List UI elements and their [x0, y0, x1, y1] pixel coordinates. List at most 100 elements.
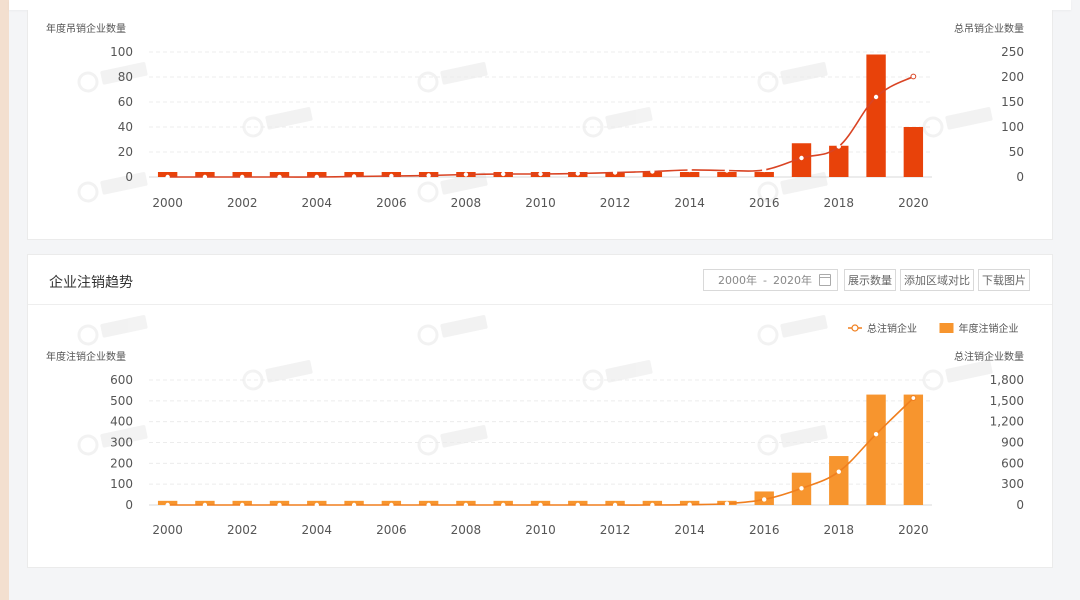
bar-2001 — [195, 172, 215, 177]
bar-2019 — [866, 394, 886, 505]
line-point-2005 — [351, 174, 357, 179]
deregistration-chart-panel: 企业注销趋势 2000年 - 2020年 展示数量 添加区域对比 下载图片 年度… — [27, 254, 1053, 568]
right-tick-label: 1,500 — [990, 394, 1024, 408]
line-point-2012 — [612, 170, 618, 175]
watermark-text-block — [780, 62, 828, 85]
watermark-text-block — [605, 107, 653, 130]
watermark-mark — [582, 369, 604, 391]
line-point-2006 — [389, 502, 394, 508]
legend-label: 年度注销企业 — [959, 322, 1019, 335]
watermark-text-block — [440, 315, 488, 338]
bar-2000 — [157, 172, 178, 177]
watermark-logo — [417, 315, 488, 346]
date-range-picker[interactable]: 2000年 - 2020年 — [703, 269, 838, 291]
legend-label: 总注销企业 — [867, 322, 917, 335]
line-point-2010 — [538, 171, 543, 177]
line-point-2017 — [799, 155, 804, 161]
line-point-2006 — [389, 173, 394, 179]
line-point-2019 — [873, 431, 879, 437]
watermark-logo — [417, 172, 488, 203]
watermark-text-block — [780, 315, 828, 338]
line-point-2014 — [687, 167, 692, 173]
line-point-2001 — [202, 174, 208, 180]
line-point-2011 — [575, 171, 580, 176]
deregistration-chart: 年度注销企业数量 总注销企业数量 0 100 200 300 400 500 600 0 300 60… — [46, 315, 1024, 537]
watermark-mark — [77, 181, 99, 203]
watermark-mark — [757, 71, 779, 93]
bar-2018 — [829, 456, 849, 505]
x-tick-label: 2004 — [302, 196, 333, 210]
watermark-logo — [77, 172, 148, 203]
line-point-2001 — [202, 502, 208, 508]
watermark-text-block — [780, 172, 828, 195]
watermark-mark — [77, 324, 99, 346]
x-tick-label: 2018 — [824, 196, 855, 210]
watermark-text-block — [100, 62, 148, 85]
watermark-mark — [77, 71, 99, 93]
watermark-mark — [417, 181, 439, 203]
chart-toolbar: 2000年 - 2020年 展示数量 添加区域对比 下载图片 — [703, 269, 1030, 293]
right-tick-label: 1,800 — [990, 373, 1024, 387]
watermark-logo — [77, 62, 148, 93]
right-axis-title: 总吊销企业数量 — [954, 22, 1024, 35]
line-point-2000 — [165, 502, 170, 508]
watermark-text-block — [265, 107, 313, 130]
bar-2016 — [754, 172, 774, 177]
x-tick-label: 2014 — [674, 523, 705, 537]
x-tick-label: 2008 — [451, 523, 482, 537]
right-tick-label: 250 — [1001, 45, 1024, 59]
x-tick-label: 2010 — [525, 523, 556, 537]
watermark-mark — [417, 434, 439, 456]
add-region-compare-button[interactable]: 添加区域对比 — [900, 269, 974, 291]
revoked-chart: 年度吊销企业数量 总吊销企业数量0204060801000501001502002… — [46, 22, 1024, 210]
line-point-2002 — [240, 174, 245, 180]
left-tick-label: 100 — [110, 45, 133, 59]
watermark-logo — [922, 107, 993, 138]
show-values-button[interactable]: 展示数量 — [844, 269, 896, 291]
watermark-logo — [77, 315, 148, 346]
watermark-text-block — [945, 360, 993, 383]
left-tick-label: 80 — [118, 70, 133, 84]
line-point-2013 — [650, 169, 655, 174]
right-tick-label: 0 — [1016, 170, 1024, 184]
bar-2018 — [829, 145, 849, 177]
calendar-icon — [819, 274, 831, 286]
watermark-text-block — [440, 62, 488, 85]
panel-header: 企业注销趋势 2000年 - 2020年 展示数量 添加区域对比 下载图片 — [28, 255, 1052, 305]
x-tick-label: 2000 — [152, 523, 183, 537]
bar-2019 — [866, 54, 886, 177]
line-point-2015 — [724, 168, 730, 173]
left-tick-label: 200 — [110, 456, 133, 470]
left-tick-label: 400 — [110, 415, 133, 429]
date-separator: - — [763, 273, 767, 287]
x-tick-label: 2004 — [302, 523, 333, 537]
right-tick-label: 150 — [1001, 95, 1024, 109]
watermark-text-block — [440, 425, 488, 448]
line-point-2007 — [426, 173, 431, 178]
watermark-text-block — [100, 315, 148, 338]
line-point-2016 — [762, 497, 767, 502]
line-point-2000 — [165, 174, 170, 180]
line-point-2020 — [910, 73, 917, 80]
line-point-2011 — [575, 502, 580, 508]
watermark-mark — [417, 324, 439, 346]
download-image-button[interactable]: 下载图片 — [978, 269, 1030, 291]
x-tick-label: 2012 — [600, 196, 631, 210]
legend-line-marker — [851, 324, 859, 332]
watermark-logo — [757, 315, 828, 346]
x-tick-label: 2010 — [525, 196, 556, 210]
x-tick-label: 2016 — [749, 523, 780, 537]
bar-2014 — [679, 172, 700, 177]
top-panel-edge — [9, 0, 1071, 10]
right-tick-label: 1,200 — [990, 415, 1024, 429]
line-point-2008 — [463, 502, 469, 508]
x-tick-label: 2002 — [227, 196, 258, 210]
watermark-mark — [922, 369, 944, 391]
x-tick-label: 2008 — [451, 196, 482, 210]
line-point-2015 — [724, 501, 730, 506]
watermark-logo — [77, 425, 148, 456]
left-tick-label: 60 — [118, 95, 133, 109]
left-tick-label: 0 — [125, 170, 133, 184]
left-axis-title: 年度注销企业数量 — [46, 350, 126, 363]
right-tick-label: 0 — [1016, 498, 1024, 512]
